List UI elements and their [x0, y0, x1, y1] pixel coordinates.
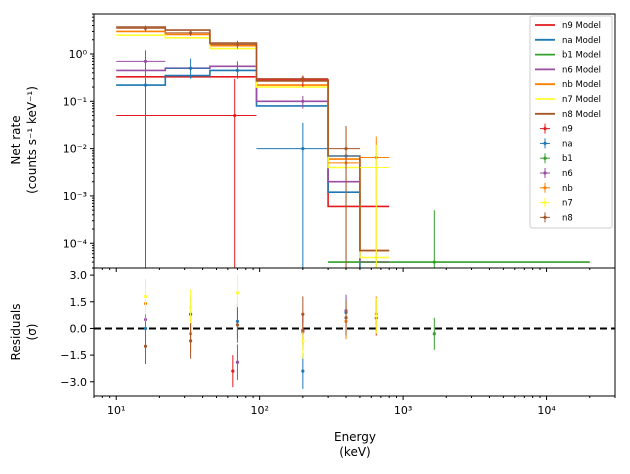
svg-text:b1 Model: b1 Model — [562, 51, 601, 61]
legend-entry-n9-model: n9 Model — [535, 21, 601, 31]
legend-entry-n8: n8 — [540, 212, 573, 223]
legend-entry-nb-model: nb Model — [535, 80, 601, 90]
n8-residual-24 — [235, 307, 240, 343]
n7-residual-19 — [235, 275, 240, 311]
b1-point-0 — [328, 210, 590, 268]
energy-xtick-label: 10² — [250, 404, 268, 417]
net-rate-ytick-label: 10⁻¹ — [63, 95, 87, 108]
legend-entry-nb: nb — [540, 182, 573, 194]
n6-point-0 — [116, 50, 166, 79]
na-point-3 — [256, 122, 329, 268]
net-rate-ytick-label: 10⁰ — [69, 48, 88, 61]
legend-entry-na-model: na Model — [535, 36, 601, 46]
svg-text:nb: nb — [562, 184, 573, 194]
residuals-ytick-label: −3.0 — [60, 376, 87, 389]
n6-residual-10 — [235, 344, 240, 380]
net-rate-ytick-label: 10⁻² — [63, 143, 87, 156]
legend-entry-n7: n7 — [540, 197, 573, 209]
energy-xlabel-line2: (keV) — [339, 445, 370, 459]
energy-xtick-label: 10⁴ — [537, 404, 556, 417]
residuals-ytick-label: 0.0 — [70, 322, 88, 335]
residuals-panel: 3.0 1.5 0.0 −1.5 −3.0 10¹ 10² 10³ 10⁴ Residuals… — [9, 267, 616, 459]
na-point-1 — [165, 58, 210, 79]
energy-xlabel-line1: Energy — [334, 430, 376, 444]
n6-point-1 — [256, 95, 329, 109]
n8-point-2 — [209, 40, 257, 49]
n9-residual-0 — [231, 355, 235, 388]
net-rate-ytick-label: 10⁻³ — [63, 190, 87, 203]
legend-entry-na: na — [540, 138, 573, 149]
legend: n9 Model na Model b1 Model n6 Model nb Model… — [529, 15, 613, 229]
svg-text:n6: n6 — [562, 169, 573, 179]
residuals-ytick-label: −1.5 — [60, 349, 87, 362]
n8-point-3 — [256, 75, 329, 83]
svg-text:n7 Model: n7 Model — [562, 95, 601, 105]
energy-xtick-label: 10¹ — [107, 404, 125, 417]
n9-point-0 — [116, 78, 257, 268]
n8-residual-23 — [188, 323, 193, 359]
legend-entry-n9: n9 — [540, 123, 573, 135]
n7-residual-18 — [188, 289, 193, 325]
n8-residual-26 — [344, 300, 348, 336]
b1-residual-8 — [432, 317, 436, 350]
n8-point-1 — [165, 30, 210, 36]
legend-box — [529, 15, 613, 229]
svg-text:n7: n7 — [562, 199, 573, 209]
legend-entry-n6: n6 — [540, 168, 573, 179]
svg-text:n8: n8 — [562, 213, 573, 223]
n8-point-4 — [328, 126, 360, 268]
net-rate-y-ticks: 10⁻⁴ 10⁻³ 10⁻² 10⁻¹ 10⁰ — [63, 13, 94, 269]
residual-points — [143, 275, 436, 389]
residuals-ytick-label: 3.0 — [70, 269, 88, 282]
legend-entry-n8-model: n8 Model — [535, 110, 601, 120]
svg-text:n9 Model: n9 Model — [562, 21, 601, 31]
net-rate-ylabel-line1: Net rate — [9, 115, 23, 164]
svg-text:na: na — [562, 139, 573, 149]
energy-x-ticks: 10¹ 10² 10³ 10⁴ — [93, 268, 616, 417]
n8-point-0 — [116, 25, 166, 32]
n7-residual-21 — [374, 298, 378, 334]
na-point-2 — [209, 61, 257, 79]
na-residual-6 — [301, 353, 305, 389]
n7-point-0 — [359, 144, 390, 268]
data-points — [116, 25, 590, 268]
svg-text:b1: b1 — [562, 154, 573, 164]
svg-text:n6 Model: n6 Model — [562, 65, 601, 75]
residuals-axes-frame — [93, 267, 616, 397]
legend-entry-b1-model: b1 Model — [535, 51, 601, 61]
legend-items: n9 Model na Model b1 Model n6 Model nb Model… — [535, 21, 601, 223]
net-rate-ylabel-line2: (counts s⁻¹ keV⁻¹) — [25, 86, 39, 194]
residuals-ylabel-line1: Residuals — [9, 304, 23, 361]
n8-model-step-line — [116, 26, 390, 252]
legend-entry-n6-model: n6 Model — [535, 65, 601, 75]
residuals-ytick-label: 1.5 — [70, 296, 88, 309]
na-point-0 — [116, 68, 166, 268]
net-rate-ytick-label: 10⁻⁴ — [63, 237, 88, 250]
net-rate-panel: 10⁻⁴ 10⁻³ 10⁻² 10⁻¹ 10⁰ Net rate (counts s⁻¹… — [9, 13, 616, 269]
n8-residual-25 — [301, 296, 305, 332]
n7-residual-17 — [143, 278, 148, 315]
residuals-ylabel-line2: (σ) — [25, 324, 39, 341]
svg-text:n9: n9 — [562, 125, 573, 135]
svg-text:nb Model: nb Model — [562, 80, 601, 90]
energy-xtick-label: 10³ — [394, 404, 412, 417]
n8-residual-22 — [143, 328, 148, 364]
svg-text:na Model: na Model — [562, 36, 601, 46]
legend-entry-n7-model: n7 Model — [535, 95, 601, 105]
svg-text:n8 Model: n8 Model — [562, 110, 601, 120]
residuals-y-ticks: 3.0 1.5 0.0 −1.5 −3.0 — [60, 269, 94, 389]
legend-entry-b1: b1 — [540, 153, 573, 164]
